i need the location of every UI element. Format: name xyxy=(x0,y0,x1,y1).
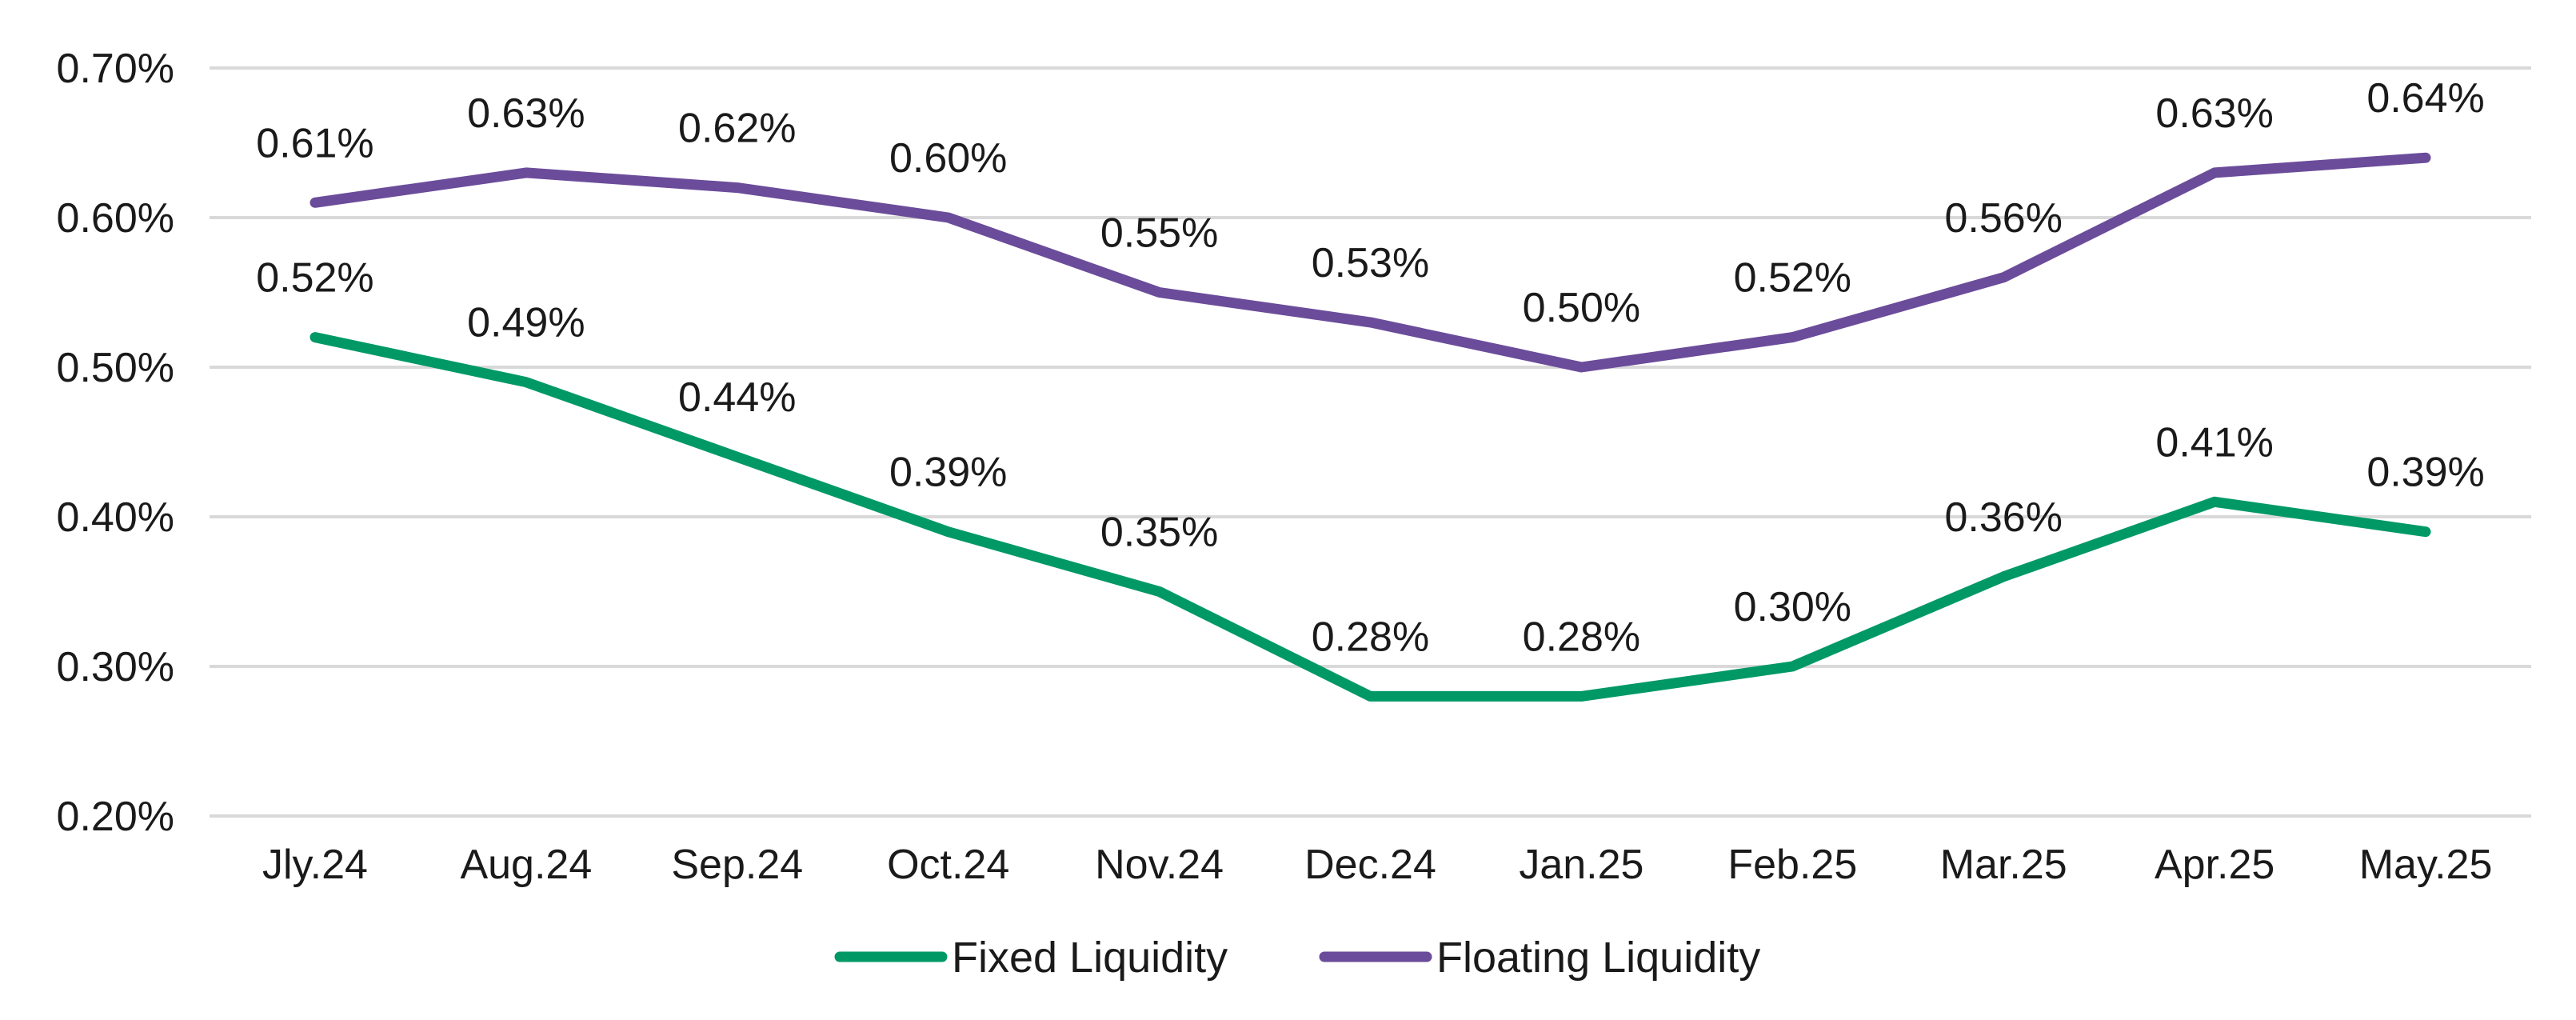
data-label: 0.52% xyxy=(256,255,373,302)
data-label: 0.49% xyxy=(467,300,585,346)
data-label: 0.63% xyxy=(2155,90,2273,137)
data-label: 0.44% xyxy=(678,374,796,421)
data-label: 0.64% xyxy=(2366,75,2484,122)
x-tick-label: May.25 xyxy=(2359,842,2493,888)
data-label: 0.30% xyxy=(1734,584,1851,630)
y-tick-label: 0.50% xyxy=(57,345,174,391)
y-tick-label: 0.40% xyxy=(57,494,174,541)
y-tick-label: 0.30% xyxy=(57,644,174,690)
y-tick-label: 0.70% xyxy=(57,46,174,92)
data-label: 0.60% xyxy=(889,135,1007,182)
data-labels: 0.52% 0.49% 0.44% 0.39% 0.35% 0.28% 0.28% 0.30%… xyxy=(256,75,2485,660)
y-axis-tick-labels: 0.20% 0.30% 0.40% 0.50% 0.60% 0.70% xyxy=(57,46,174,840)
data-label: 0.55% xyxy=(1100,210,1218,257)
data-label: 0.62% xyxy=(678,106,796,152)
x-tick-label: Sep.24 xyxy=(671,842,803,888)
data-label: 0.41% xyxy=(2155,419,2273,466)
data-label: 0.61% xyxy=(256,120,373,166)
data-label: 0.35% xyxy=(1100,510,1218,556)
x-tick-label: Jly.24 xyxy=(262,842,368,888)
x-tick-label: Aug.24 xyxy=(460,842,592,888)
x-tick-label: Nov.24 xyxy=(1095,842,1224,888)
y-tick-label: 0.20% xyxy=(57,794,174,840)
x-tick-label: Dec.24 xyxy=(1304,842,1436,888)
data-label: 0.39% xyxy=(2366,450,2484,496)
data-label: 0.28% xyxy=(1523,614,1640,660)
data-label: 0.53% xyxy=(1312,240,1429,286)
data-label: 0.50% xyxy=(1523,285,1640,331)
data-label: 0.52% xyxy=(1734,255,1851,302)
x-tick-label: Mar.25 xyxy=(1940,842,2067,888)
x-tick-label: Jan.25 xyxy=(1519,842,1643,888)
x-axis-tick-labels: Jly.24 Aug.24 Sep.24 Oct.24 Nov.24 Dec.24 Jan.… xyxy=(262,842,2492,888)
series-lines xyxy=(310,152,2431,702)
y-tick-label: 0.60% xyxy=(57,195,174,242)
x-tick-label: Oct.24 xyxy=(887,842,1009,888)
data-label: 0.63% xyxy=(467,90,585,137)
legend-entry-floating-liquidity: Floating Liquidity xyxy=(1319,934,1760,982)
legend-entry-fixed-liquidity: Fixed Liquidity xyxy=(834,934,1228,982)
x-tick-label: Feb.25 xyxy=(1727,842,1857,888)
legend-label: Fixed Liquidity xyxy=(952,934,1228,982)
gridlines xyxy=(210,66,2531,818)
data-label: 0.28% xyxy=(1312,614,1429,660)
data-label: 0.36% xyxy=(1945,494,2063,541)
legend: Fixed Liquidity Floating Liquidity xyxy=(834,934,1760,982)
x-tick-label: Apr.25 xyxy=(2155,842,2274,888)
data-label: 0.56% xyxy=(1945,195,2063,242)
legend-label: Floating Liquidity xyxy=(1436,934,1760,982)
data-label: 0.39% xyxy=(889,450,1007,496)
